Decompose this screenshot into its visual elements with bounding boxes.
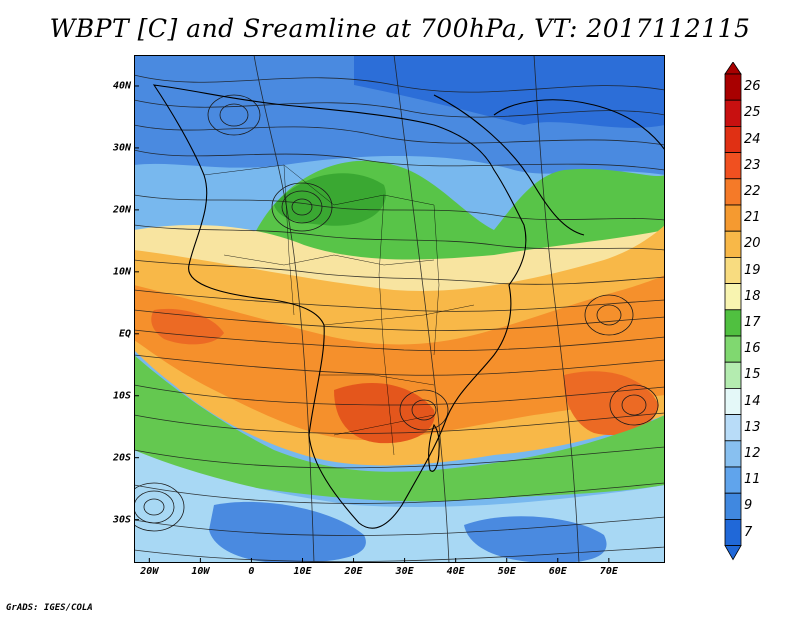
y-tick-label: 20N: [112, 204, 131, 216]
credit-text: GrADS: IGES/COLA: [6, 603, 93, 613]
coastlines: [152, 84, 665, 529]
x-tick-label: 10E: [293, 566, 312, 577]
y-tick-label: 20S: [112, 452, 131, 464]
wbpt-region-cold-south-east: [464, 516, 607, 563]
wbpt-region-hot-core-africa: [334, 382, 435, 444]
vortices: [134, 94, 659, 532]
colorbar-label: 15: [744, 367, 761, 383]
colorbar-swatch: [724, 518, 742, 546]
colorbar-swatch: [724, 73, 742, 101]
colorbar-label: 23: [744, 157, 761, 173]
colorbar-label: 14: [744, 393, 761, 409]
colorbar-label: 12: [744, 445, 761, 461]
x-tick-label: 30E: [395, 566, 414, 577]
map-frame: [134, 55, 665, 563]
colorbar-label: 21: [744, 210, 761, 226]
colorbar-swatch: [724, 230, 742, 258]
colorbar-swatch: [724, 440, 742, 468]
wbpt-region-hot-core-ocean: [563, 371, 659, 436]
colorbar-swatch: [724, 335, 742, 363]
streamlines: [134, 55, 665, 563]
x-tick-label: 70E: [599, 566, 618, 577]
chart-title: WBPT [C] and Sreamline at 700hPa, VT: 20…: [49, 14, 751, 43]
colorbar-swatch: [724, 99, 742, 127]
colorbar-label: 22: [744, 183, 761, 199]
wbpt-streamline-map: [134, 55, 665, 563]
colorbar-swatch: [724, 414, 742, 442]
colorbar-label: 20: [744, 236, 761, 252]
colorbar-swatch: [724, 256, 742, 284]
colorbar-swatch: [724, 283, 742, 311]
colorbar-label: 7: [744, 524, 753, 540]
wbpt-region-moist-core: [274, 173, 386, 226]
colorbar-label: 17: [744, 314, 761, 330]
colorbar-swatch: [724, 309, 742, 337]
colorbar-label: 19: [744, 262, 761, 278]
colorbar-label: 25: [744, 105, 761, 121]
wbpt-region-moist-south: [134, 355, 665, 502]
x-tick-label: 20W: [140, 566, 159, 577]
axis-ticks: [134, 85, 610, 563]
y-tick-label: 30S: [112, 514, 131, 526]
country-borders: [203, 164, 475, 456]
y-tick-label: EQ: [118, 328, 131, 340]
colorbar-swatch: [724, 152, 742, 180]
y-tick-label: 10S: [112, 390, 131, 402]
x-tick-label: 0: [248, 566, 255, 577]
colorbar-label: 9: [744, 498, 753, 514]
colorbar-label: 24: [744, 131, 761, 147]
colorbar-swatch: [724, 387, 742, 415]
colorbar-swatch: [724, 126, 742, 154]
colorbar-label: 18: [744, 288, 761, 304]
x-tick-label: 20E: [344, 566, 363, 577]
colorbar-swatch: [724, 466, 742, 494]
wbpt-region-cold-south-west: [209, 501, 366, 563]
colorbar-swatch: [724, 178, 742, 206]
colorbar-label: 16: [744, 341, 761, 357]
colorbar: [724, 62, 742, 561]
colorbar-bottom-arrow: [724, 545, 742, 561]
x-tick-label: 10W: [191, 566, 210, 577]
y-tick-label: 40N: [112, 80, 131, 92]
colorbar-label: 13: [744, 419, 761, 435]
colorbar-swatch: [724, 361, 742, 389]
colorbar-swatch: [724, 492, 742, 520]
map-panel: 20W 10W 0 10E 20E 30E 40E 50E 60E 70E 40N 30N 20N 10N…: [113, 55, 665, 577]
wbpt-region-coldest-north: [354, 55, 665, 128]
y-tick-label: 10N: [112, 266, 131, 278]
colorbar-top-arrow: [724, 62, 742, 75]
x-tick-label: 50E: [497, 566, 516, 577]
y-tick-label: 30N: [112, 142, 131, 154]
colorbar-label: 26: [744, 79, 761, 95]
wbpt-region-hot-core-atlantic: [151, 308, 224, 345]
x-tick-label: 40E: [446, 566, 465, 577]
colorbar-swatch: [724, 204, 742, 232]
x-tick-label: 60E: [548, 566, 567, 577]
colorbar-label: 11: [744, 472, 761, 488]
